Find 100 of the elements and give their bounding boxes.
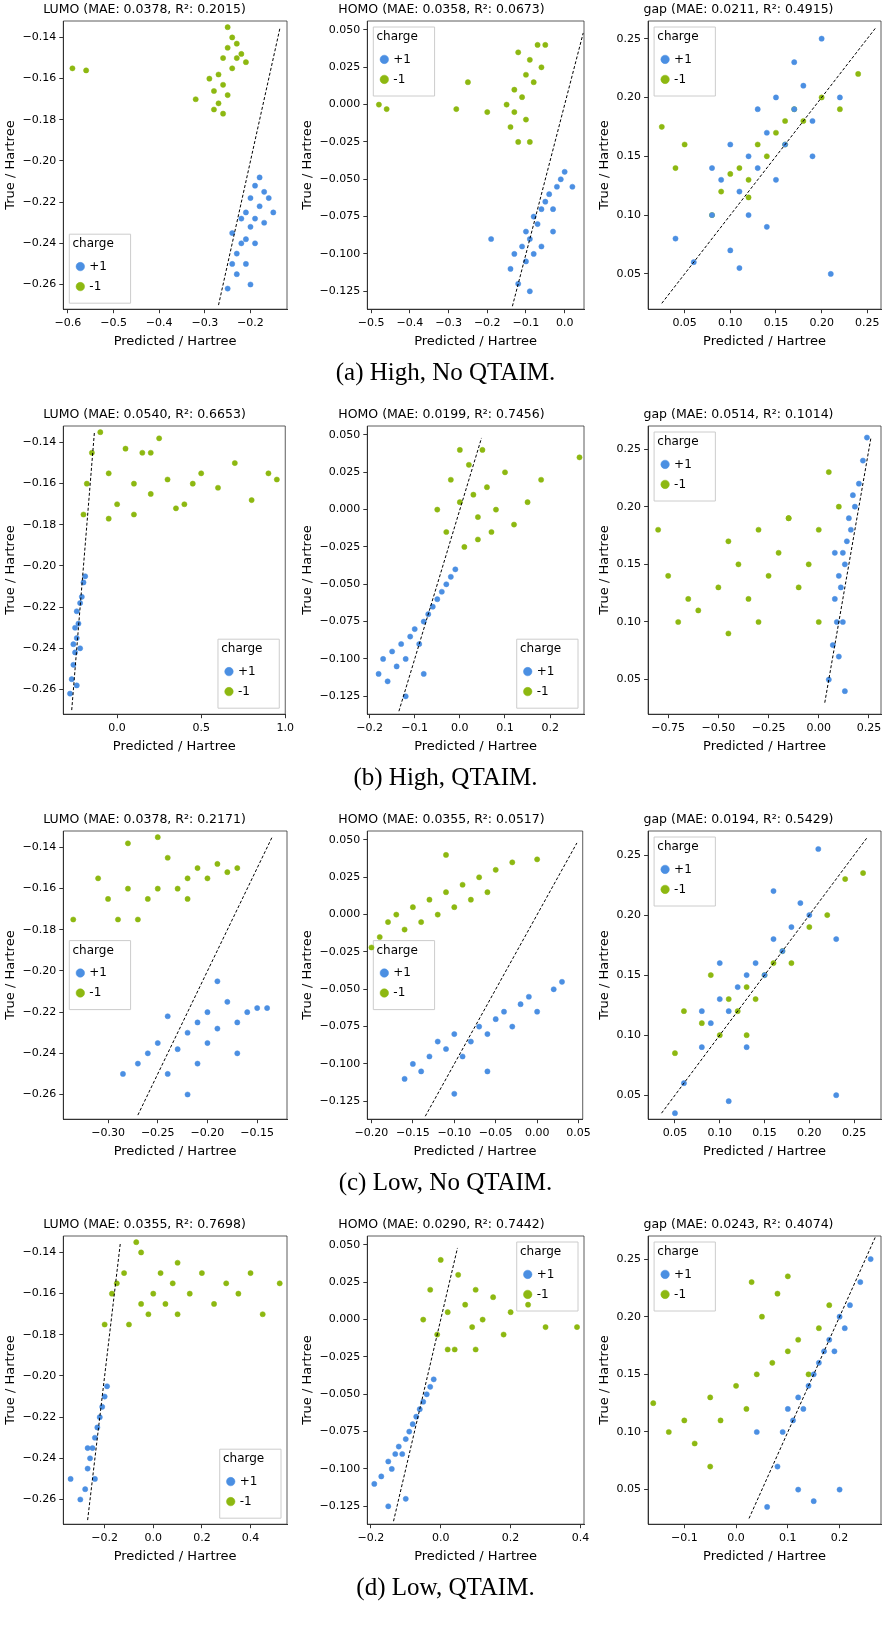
y-tick-label: 0.025	[328, 1275, 361, 1289]
x-tick-label: −0.4	[396, 315, 424, 329]
y-axis-title: True / Hartree	[299, 120, 315, 211]
y-tick-label: −0.075	[319, 1019, 361, 1033]
y-axis-title: True / Hartree	[2, 1335, 18, 1426]
x-tick-label: −0.1	[670, 1530, 698, 1544]
y-tick-label: −0.24	[22, 1046, 57, 1060]
x-axis-title: Predicted / Hartree	[703, 332, 827, 348]
x-tick-label: 0.2	[541, 720, 559, 734]
y-axis-title: True / Hartree	[2, 525, 18, 616]
chart-title: gap (MAE: 0.0194, R²: 0.5429)	[643, 810, 834, 826]
y-tick-label: −0.125	[319, 689, 361, 703]
legend-label: -1	[674, 476, 687, 491]
y-axis-title: True / Hartree	[2, 930, 18, 1021]
y-tick-label: −0.14	[22, 840, 57, 854]
x-tick-label: 0.1	[779, 1530, 797, 1544]
chart-title: LUMO (MAE: 0.0378, R²: 0.2171)	[43, 810, 246, 826]
y-tick-label: −0.14	[22, 30, 57, 44]
y-tick-label: −0.24	[22, 641, 57, 655]
x-tick-label: 0.00	[806, 720, 832, 734]
legend-label: +1	[536, 1266, 555, 1281]
x-tick-label: −0.15	[240, 1125, 275, 1139]
y-tick-label: 0.10	[616, 1424, 642, 1438]
y-tick-label: 0.000	[328, 97, 361, 111]
y-tick-label: −0.18	[22, 112, 57, 126]
y-tick-label: 0.15	[616, 557, 642, 571]
x-tick-label: 0.20	[797, 1125, 822, 1139]
y-tick-label: 0.20	[616, 90, 642, 104]
legend-label: -1	[89, 278, 102, 293]
x-tick-label: −0.3	[191, 315, 219, 329]
x-tick-label: −0.20	[190, 1125, 225, 1139]
x-tick-label: −0.1	[512, 315, 540, 329]
y-tick-label: −0.100	[319, 1056, 361, 1070]
x-tick-label: 0.0	[144, 1530, 163, 1544]
y-tick-label: −0.18	[22, 1327, 57, 1341]
x-tick-label: 0.2	[501, 1530, 520, 1544]
legend-label: +1	[239, 1473, 258, 1488]
y-tick-label: 0.050	[328, 1237, 361, 1251]
y-tick-label: −0.26	[22, 682, 57, 696]
x-tick-label: −0.10	[437, 1125, 472, 1139]
y-tick-label: 0.050	[328, 22, 361, 36]
x-tick-label: 0.05	[566, 1125, 591, 1139]
y-tick-label: −0.075	[319, 1424, 361, 1438]
y-tick-label: −0.22	[22, 1005, 57, 1019]
legend-label: +1	[674, 456, 692, 471]
x-tick-label: −0.30	[91, 1125, 125, 1139]
chart-title: HOMO (MAE: 0.0199, R²: 0.7456)	[338, 405, 545, 421]
y-tick-label: −0.075	[319, 614, 361, 628]
x-tick-label: 0.0	[451, 720, 469, 734]
legend-label: -1	[393, 71, 406, 86]
y-tick-label: −0.26	[22, 1087, 57, 1101]
legend-title: charge	[657, 839, 699, 854]
x-axis-title: Predicted / Hartree	[703, 1547, 827, 1563]
legend-label: +1	[237, 663, 256, 678]
x-tick-label: 0.25	[855, 315, 880, 329]
y-tick-label: 0.15	[616, 1367, 642, 1381]
y-tick-label: −0.14	[22, 1245, 57, 1259]
y-axis-title: True / Hartree	[596, 1335, 612, 1426]
y-tick-label: 0.25	[616, 441, 642, 455]
y-tick-label: −0.20	[22, 1368, 57, 1382]
y-tick-label: 0.05	[616, 266, 642, 280]
y-tick-label: −0.22	[22, 600, 57, 614]
y-tick-label: −0.18	[22, 922, 57, 936]
y-tick-label: 0.10	[616, 207, 642, 221]
x-tick-label: 0.5	[192, 720, 210, 734]
x-tick-label: −0.2	[91, 1530, 118, 1544]
y-tick-label: −0.22	[22, 195, 57, 209]
x-axis-title: Predicted / Hartree	[414, 737, 538, 753]
y-tick-label: −0.125	[319, 1094, 361, 1108]
legend-title: charge	[72, 236, 114, 251]
y-axis-title: True / Hartree	[299, 525, 315, 616]
y-tick-label: 0.05	[616, 1482, 642, 1496]
x-tick-label: −0.2	[356, 720, 383, 734]
legend-label: +1	[674, 1266, 692, 1281]
text: (d) Low, QTAIM.	[355, 1573, 536, 1601]
x-tick-label: 0.1	[496, 720, 514, 734]
y-axis-title: True / Hartree	[596, 120, 612, 211]
chart-title: gap (MAE: 0.0211, R²: 0.4915)	[643, 0, 834, 16]
y-tick-label: −0.050	[319, 982, 361, 996]
y-tick-label: 0.10	[616, 1028, 642, 1041]
legend-title: charge	[519, 641, 562, 656]
x-tick-label: 0.10	[707, 1125, 733, 1139]
legend-title: charge	[376, 29, 418, 44]
chart-title: HOMO (MAE: 0.0358, R²: 0.0673)	[338, 0, 545, 16]
legend-label: -1	[674, 881, 687, 896]
y-tick-label: −0.26	[22, 277, 57, 291]
y-tick-label: −0.100	[319, 651, 361, 665]
y-tick-label: −0.125	[319, 284, 361, 298]
y-tick-label: −0.22	[22, 1410, 57, 1424]
legend-label: +1	[393, 965, 412, 980]
x-tick-label: 1.0	[276, 720, 294, 734]
x-tick-label: 0.15	[752, 1125, 777, 1139]
x-tick-label: −0.15	[396, 1125, 430, 1139]
x-axis-title: Predicted / Hartree	[113, 1547, 237, 1563]
x-tick-label: −0.25	[751, 720, 786, 734]
x-tick-label: 0.20	[809, 315, 834, 329]
x-axis-title: Predicted / Hartree	[703, 1142, 827, 1158]
x-tick-label: −0.20	[354, 1125, 389, 1139]
x-tick-label: 0.4	[241, 1530, 260, 1544]
x-tick-label: −0.5	[100, 315, 127, 329]
